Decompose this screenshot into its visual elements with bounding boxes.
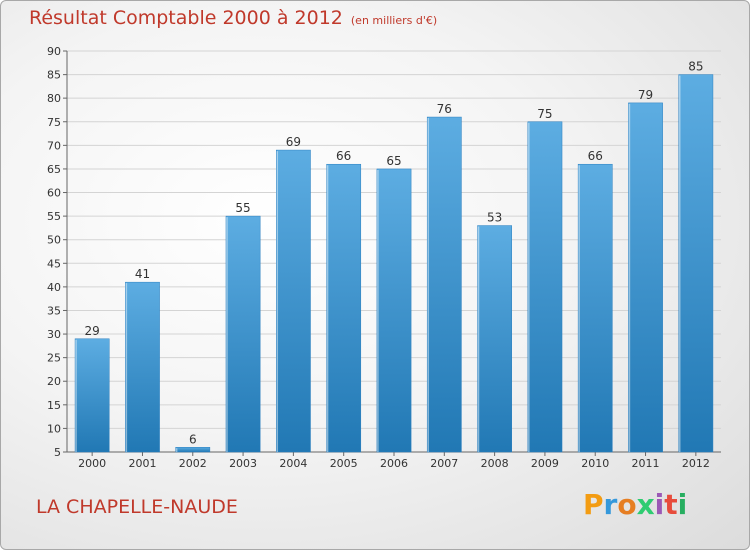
bar-2011[interactable] — [628, 102, 663, 453]
bar-2004[interactable] — [276, 149, 311, 453]
bar-value-label: 79 — [638, 88, 653, 102]
logo-letter: i — [677, 488, 688, 521]
bar-2005[interactable] — [326, 163, 362, 453]
bar-2007[interactable] — [426, 116, 462, 453]
proxiti-logo[interactable]: Proxiti — [583, 488, 687, 521]
bar-2012[interactable] — [678, 74, 714, 453]
bar-value-label: 53 — [487, 211, 502, 225]
bar-value-label: 29 — [85, 324, 100, 338]
data-labels: 29 41 6 55 69 66 65 76 53 75 66 79 85 — [85, 60, 704, 447]
bar-2009[interactable] — [527, 121, 563, 453]
bar-value-label: 85 — [688, 60, 703, 74]
x-tick-label: 2005 — [330, 457, 358, 470]
x-tick-label: 2012 — [682, 457, 710, 470]
x-tick-label: 2003 — [229, 457, 257, 470]
bar-value-label: 41 — [135, 267, 150, 281]
bar-value-label: 6 — [189, 432, 197, 446]
logo-letter: x — [636, 488, 655, 521]
logo-letter: r — [603, 488, 618, 521]
x-tick-label: 2010 — [581, 457, 609, 470]
bar-2003[interactable] — [225, 215, 261, 453]
y-tick-label: 70 — [47, 139, 61, 152]
x-tick-label: 2002 — [179, 457, 207, 470]
bar-value-label: 66 — [588, 149, 603, 163]
y-tick-label: 40 — [47, 281, 61, 294]
chart-subtitle: (en milliers d'€) — [350, 14, 438, 27]
bar-2010[interactable] — [577, 163, 613, 453]
y-tick-label: 85 — [47, 69, 61, 82]
bar-2002[interactable] — [175, 447, 211, 453]
y-tick-label: 30 — [47, 328, 61, 341]
chart-title: Résultat Comptable 2000 à 2012 (en millie… — [29, 7, 437, 29]
chart-title-text: Résultat Comptable 2000 à 2012 — [29, 7, 343, 29]
bar-value-label: 55 — [235, 201, 250, 215]
y-tick-label: 55 — [47, 210, 61, 223]
bar-value-label: 76 — [437, 102, 452, 116]
x-tick-label: 2001 — [128, 457, 156, 470]
bar-2008[interactable] — [477, 225, 512, 453]
x-tick-label: 2007 — [430, 457, 458, 470]
bar-value-label: 65 — [386, 154, 401, 168]
x-tick-label: 2000 — [78, 457, 106, 470]
bar-2006[interactable] — [376, 168, 412, 453]
y-tick-label: 60 — [47, 187, 61, 200]
y-tick-label: 65 — [47, 163, 61, 176]
y-tick-label: 15 — [47, 399, 61, 412]
logo-letter: t — [664, 488, 678, 521]
logo-letter: P — [583, 488, 604, 521]
y-tick-label: 50 — [47, 234, 61, 247]
bar-value-label: 75 — [537, 107, 552, 121]
y-tick-label: 90 — [47, 45, 61, 58]
y-tick-label: 5 — [54, 446, 61, 459]
y-tick-label: 35 — [47, 304, 61, 317]
y-tick-label: 80 — [47, 92, 61, 105]
bar-value-label: 69 — [286, 135, 301, 149]
logo-letter: i — [654, 488, 665, 521]
y-tick-label: 20 — [47, 375, 61, 388]
y-tick-label: 45 — [47, 257, 61, 270]
bars — [74, 74, 714, 453]
place-name: LA CHAPELLE-NAUDE — [36, 496, 238, 518]
x-tick-label: 2009 — [531, 457, 559, 470]
bar-2000[interactable] — [74, 338, 110, 453]
y-tick-label: 10 — [47, 422, 61, 435]
logo-letter: o — [617, 488, 637, 521]
x-tick-label: 2004 — [279, 457, 307, 470]
x-tick-label: 2006 — [380, 457, 408, 470]
x-tick-label: 2008 — [481, 457, 509, 470]
bar-2001[interactable] — [125, 281, 160, 453]
bar-value-label: 66 — [336, 149, 351, 163]
x-tick-label: 2011 — [632, 457, 660, 470]
y-tick-label: 25 — [47, 352, 61, 365]
y-tick-label: 75 — [47, 116, 61, 129]
